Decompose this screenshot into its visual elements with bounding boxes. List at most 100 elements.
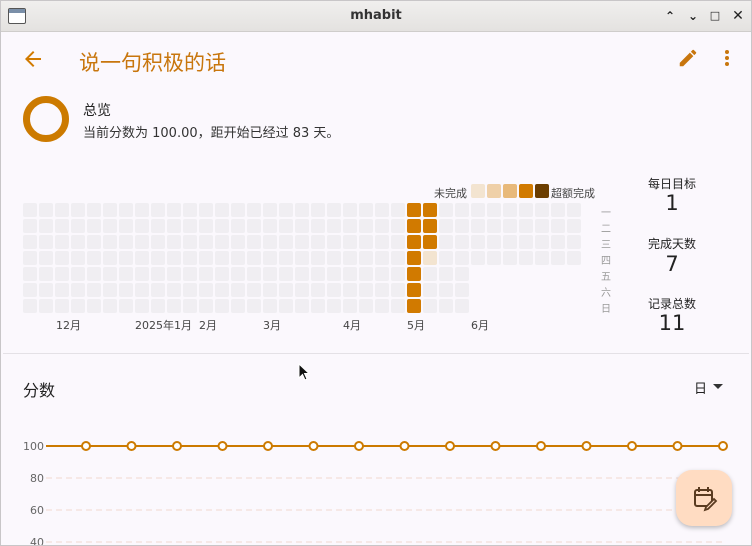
collapse-icon[interactable]: ⌃ [664, 9, 676, 23]
heatmap-cell [535, 219, 549, 233]
heatmap-cell [215, 235, 229, 249]
heatmap-cell [375, 267, 389, 281]
heatmap-cell [39, 203, 53, 217]
heatmap-cell [327, 251, 341, 265]
heatmap-cell [423, 235, 437, 249]
score-line-chart: 100 80 60 40 [23, 440, 728, 545]
heatmap-cell [231, 299, 245, 313]
heatmap-cell [231, 235, 245, 249]
heatmap-cell [87, 235, 101, 249]
heatmap-cell [119, 299, 133, 313]
heatmap-cell [471, 219, 485, 233]
heatmap-cell [391, 267, 405, 281]
heatmap-cell [519, 219, 533, 233]
heatmap-cell [407, 219, 421, 233]
heatmap-cell [311, 219, 325, 233]
weekday-label: 四 [601, 256, 611, 267]
heatmap-cell [55, 203, 69, 217]
heatmap-cell [359, 203, 373, 217]
heatmap-cell [167, 235, 181, 249]
weekday-label: 六 [601, 288, 611, 299]
heatmap-cell [215, 251, 229, 265]
heatmap-cell [295, 219, 309, 233]
heatmap-cell [423, 203, 437, 217]
heatmap-cell [439, 299, 453, 313]
heatmap-cell [103, 251, 117, 265]
heatmap-cell [231, 251, 245, 265]
heatmap-cell [551, 203, 565, 217]
heatmap-cell [263, 219, 277, 233]
heatmap-cell [167, 251, 181, 265]
heatmap-cell [119, 203, 133, 217]
more-vert-icon[interactable] [719, 47, 735, 69]
score-ring-icon [23, 96, 69, 142]
close-icon[interactable]: ✕ [732, 8, 744, 24]
heatmap-cell [279, 299, 293, 313]
heatmap-cell [551, 219, 565, 233]
mouse-cursor-icon [298, 363, 310, 381]
score-point [536, 441, 546, 451]
heatmap-cell [135, 283, 149, 297]
score-point [126, 441, 137, 451]
heatmap-cell [119, 235, 133, 249]
heatmap-cell [327, 203, 341, 217]
total-records-value: 11 [658, 311, 686, 335]
heatmap-cell [87, 299, 101, 313]
heatmap-cell [71, 219, 85, 233]
heatmap-cell [551, 235, 565, 249]
heatmap-cell [151, 267, 165, 281]
heatmap-cell [167, 203, 181, 217]
heatmap-cell [135, 299, 149, 313]
heatmap-cell [455, 235, 469, 249]
heatmap-cell [423, 267, 437, 281]
heatmap-cell [199, 203, 213, 217]
fab-calendar-edit-button[interactable] [676, 470, 732, 526]
heatmap-cell [391, 283, 405, 297]
heatmap-cell [375, 299, 389, 313]
heatmap-cell [199, 283, 213, 297]
maximize-icon[interactable]: □ [709, 9, 721, 22]
heatmap-cell [71, 251, 85, 265]
heatmap-cell [295, 203, 309, 217]
heatmap-cell [455, 283, 469, 297]
heatmap-cell [391, 203, 405, 217]
heatmap-cell [407, 251, 421, 265]
edit-pencil-icon[interactable] [677, 47, 699, 69]
heatmap-cell [519, 235, 533, 249]
heatmap-cell [535, 251, 549, 265]
heatmap-cell [23, 267, 37, 281]
overview-title: 总览 [83, 103, 111, 119]
heatmap-cell [135, 235, 149, 249]
dropdown-caret-icon[interactable] [713, 384, 723, 389]
heatmap-cell [359, 283, 373, 297]
heatmap-cell [119, 283, 133, 297]
heatmap-cell [391, 235, 405, 249]
score-point [672, 441, 683, 451]
heatmap-cell [167, 283, 181, 297]
heatmap-cell [455, 267, 469, 281]
back-arrow-icon[interactable] [21, 47, 47, 73]
weekday-label: 五 [601, 272, 611, 283]
heatmap-cell [487, 203, 501, 217]
heatmap-cell [439, 251, 453, 265]
activity-heatmap [23, 203, 583, 315]
heatmap-cell [535, 203, 549, 217]
heatmap-cell [391, 251, 405, 265]
heatmap-cell [375, 251, 389, 265]
legend-over-label: 超额完成 [551, 187, 595, 200]
heatmap-cell [311, 267, 325, 281]
completed-days-value: 7 [665, 252, 679, 276]
heatmap-cell [231, 219, 245, 233]
y-tick-label: 100 [23, 440, 44, 453]
weekday-label: 三 [601, 240, 611, 251]
heatmap-cell [359, 299, 373, 313]
minimize-icon[interactable]: ⌄ [687, 9, 699, 23]
heatmap-cell [119, 219, 133, 233]
heatmap-cell [119, 251, 133, 265]
heatmap-cell [279, 219, 293, 233]
heatmap-cell [247, 251, 261, 265]
period-dropdown[interactable]: 日 [694, 382, 708, 397]
heatmap-cell [39, 235, 53, 249]
heatmap-cell [183, 267, 197, 281]
